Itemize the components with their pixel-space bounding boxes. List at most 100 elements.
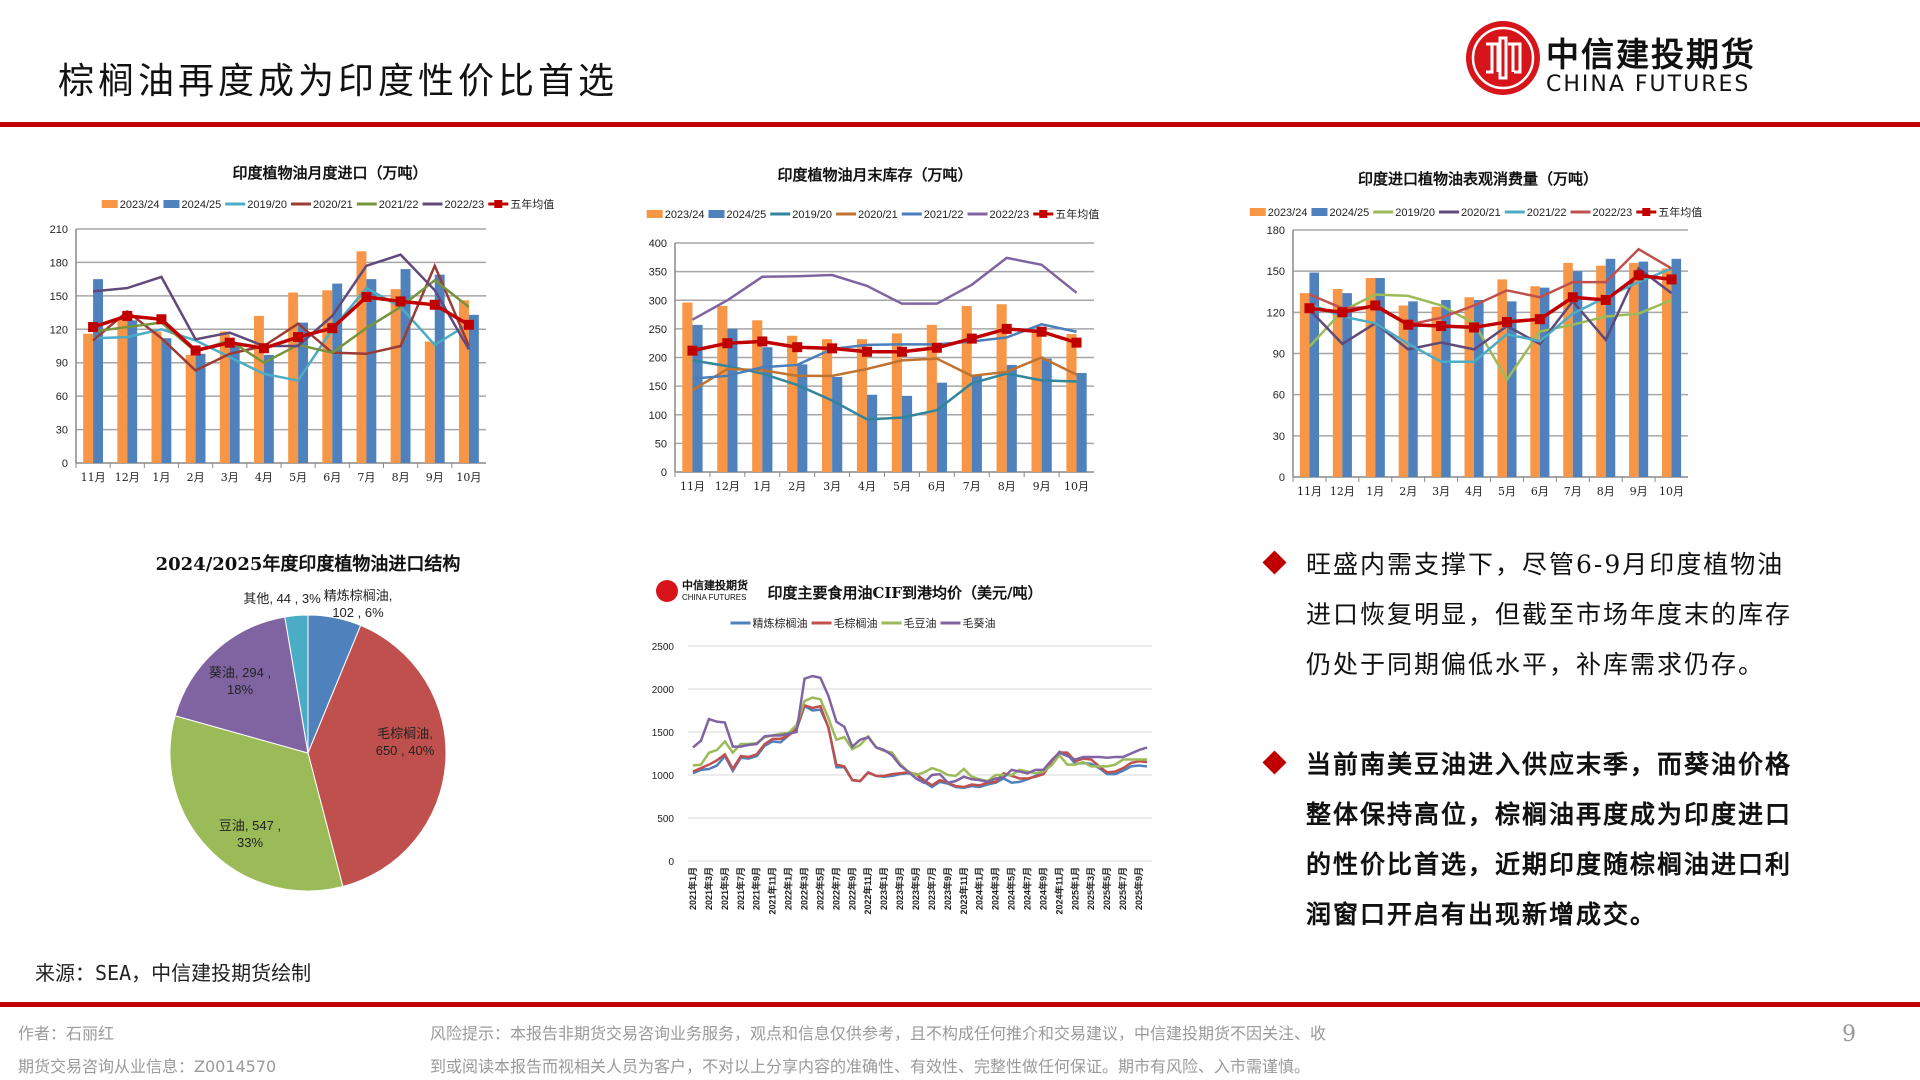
slice-label: 葵油, 294 , [209, 665, 271, 680]
marker-point [122, 310, 133, 321]
x-tick-label: 4月 [255, 471, 273, 484]
marker-point [1403, 319, 1414, 330]
combo-chart: 印度进口植物油表观消费量（万吨）2023/24 2024/25 2019/20 202… [1249, 170, 1702, 498]
bar-2024/25 [867, 394, 878, 472]
legend-item: 精炼棕榈油 [730, 616, 808, 630]
chart-title: 2024/2025年度印度植物油进口结构 [156, 553, 461, 575]
slice-label: 650 , 40% [376, 743, 435, 758]
y-tick-label: 30 [56, 425, 68, 437]
y-tick-label: 150 [50, 291, 68, 303]
bar-2023/24 [322, 290, 333, 463]
footer-divider [0, 1002, 1920, 1007]
marker-point [931, 342, 942, 353]
bar-2024/25 [229, 342, 240, 463]
bar-2023/24 [787, 335, 798, 472]
legend-item: 五年均值 [1033, 207, 1099, 221]
y-tick-label: 1000 [652, 771, 675, 782]
bar-2024/25 [1539, 287, 1550, 477]
pie-slice-豆油 [169, 715, 344, 892]
x-tick-label: 2021年3月 [703, 867, 714, 910]
bar-2024/25 [298, 322, 308, 463]
bar-2024/25 [1572, 271, 1583, 477]
slice-label: 18% [227, 682, 253, 697]
slice-label: 毛棕榈油, [377, 726, 433, 741]
legend-item: 2020/21 [1439, 207, 1501, 219]
bar-2023/24 [926, 324, 937, 472]
bar-2023/24 [1031, 330, 1042, 472]
chart-title: 印度主要食用油CIF到港均价（美元/吨） [767, 584, 1042, 602]
license-info: 期货交易咨询从业信息：Z0014570 [18, 1057, 277, 1076]
pie-slice-毛棕榈油 [307, 624, 447, 888]
x-tick-label: 3月 [1432, 485, 1450, 498]
x-tick-label: 2022年11月 [862, 867, 873, 915]
marker-point [1304, 303, 1315, 314]
text-line: 当前南美豆油进入供应末季，而葵油价格 [1306, 750, 1793, 779]
legend-label: 2021/22 [379, 199, 419, 211]
y-tick-label: 250 [649, 324, 667, 336]
legend-item: 2023/24 [101, 199, 159, 211]
x-tick-label: 11月 [81, 471, 106, 484]
x-tick-label: 2025年1月 [1069, 867, 1080, 910]
marker-point [1337, 307, 1348, 318]
x-tick-label: 2023年9月 [942, 867, 953, 910]
marker-point [327, 323, 338, 334]
marker-point [966, 333, 977, 344]
legend-label: 2024/25 [1329, 207, 1369, 219]
legend-marker [494, 200, 503, 208]
bar-2023/24 [891, 333, 902, 472]
marker-point [258, 343, 269, 354]
marker-point [1600, 294, 1611, 305]
logo-text-cn: 中信建投期货 [682, 578, 748, 592]
bar-2024/25 [1375, 278, 1385, 477]
bar-2023/24 [682, 302, 693, 472]
x-tick-label: 2022年9月 [846, 867, 857, 910]
risk-disclaimer-line-2: 到或阅读本报告而视相关人员为客户，不对以上分享内容的准确性、有效性、完整性做任何… [430, 1057, 1311, 1076]
legend-swatch [163, 200, 180, 208]
marker-point [1469, 322, 1480, 333]
citic-logo-icon [1466, 21, 1540, 95]
marker-point [1666, 274, 1677, 285]
x-tick-label: 2025年3月 [1085, 867, 1096, 910]
legend-item: 2020/21 [291, 199, 353, 211]
x-tick-label: 2月 [1399, 485, 1417, 498]
chart-title: 印度进口植物油表观消费量（万吨） [1358, 170, 1598, 188]
y-tick-label: 400 [649, 238, 667, 250]
legend-label: 毛葵油 [963, 616, 996, 630]
x-tick-label: 2024年3月 [990, 867, 1001, 910]
legend-item: 2022/23 [422, 199, 484, 211]
legend-label: 2021/22 [1527, 207, 1567, 219]
x-tick-label: 2021年9月 [751, 867, 762, 910]
commentary-point-1: 旺盛内需支撑下，尽管6-9月印度植物油 进口恢复明显，但截至市场年度末的库存 仍… [1262, 540, 1822, 690]
x-tick-label: 1月 [1366, 485, 1384, 498]
pie-slice-其他 [284, 614, 309, 754]
marker-point [224, 337, 235, 348]
legend-item: 2021/22 [1504, 207, 1567, 219]
bar-2023/24 [288, 292, 299, 463]
bar-2024/25 [1638, 261, 1649, 477]
chart-legend: 精炼棕榈油 毛棕榈油 毛豆油 毛葵油 [730, 616, 996, 630]
bar-2023/24 [717, 305, 728, 472]
bar-2024/25 [936, 382, 948, 472]
x-tick-label: 2024年11月 [1053, 867, 1064, 915]
legend-swatch [1311, 208, 1328, 216]
slice-label: 33% [237, 835, 263, 850]
legend-label: 2019/20 [792, 209, 832, 221]
commentary: 旺盛内需支撑下，尽管6-9月印度植物油 进口恢复明显，但截至市场年度末的库存 仍… [1262, 540, 1822, 990]
x-tick-label: 6月 [928, 480, 946, 493]
marker-point [1036, 326, 1047, 337]
legend-item: 毛豆油 [881, 616, 937, 630]
chart-title: 印度植物油月度进口（万吨） [232, 164, 427, 182]
chart-title: 印度植物油月末库存（万吨） [777, 166, 972, 184]
x-tick-label: 2023年5月 [910, 867, 921, 910]
chart-legend: 2023/24 2024/25 2019/20 2020/21 2021/22 2022/… [101, 197, 554, 211]
bar-2024/25 [971, 374, 982, 472]
y-tick-label: 120 [1267, 307, 1285, 319]
bar-2023/24 [356, 251, 367, 463]
bar-2024/25 [1076, 372, 1087, 472]
line-五年均值 [1309, 273, 1672, 330]
y-tick-label: 500 [657, 814, 674, 825]
legend-item: 五年均值 [1636, 205, 1702, 219]
bar-2023/24 [1464, 297, 1475, 477]
x-tick-label: 12月 [1330, 485, 1355, 498]
